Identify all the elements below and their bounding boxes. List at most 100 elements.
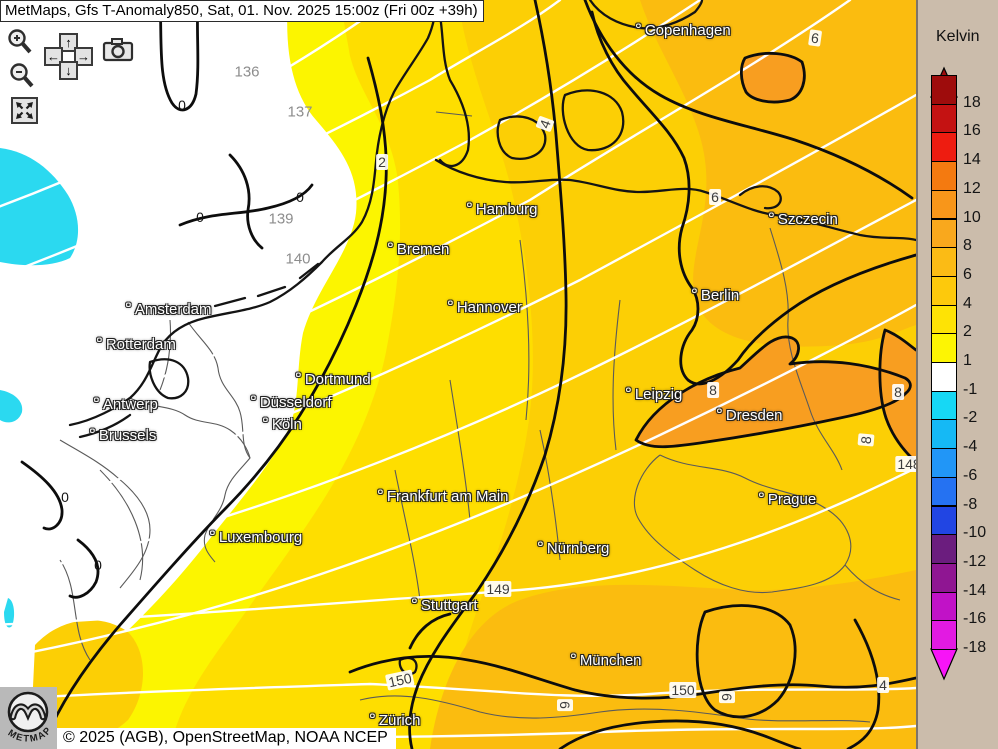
city-marker-icon: °	[716, 405, 723, 424]
city-label: ° Stuttgart	[411, 595, 478, 615]
colorbar-segment	[931, 103, 957, 134]
contour-label: 150	[669, 682, 697, 698]
city-label: ° Antwerp	[93, 394, 158, 414]
city-label: ° Dortmund	[295, 369, 371, 389]
city-name: Antwerp	[102, 396, 158, 413]
colorbar-segment	[931, 247, 957, 277]
city-label: ° Prague	[758, 489, 816, 509]
anomaly-map-canvas	[0, 0, 916, 749]
contour-label: 0	[94, 557, 102, 573]
city-name: Köln	[271, 416, 302, 433]
colorbar-segment	[931, 333, 957, 363]
contour-label: 8	[707, 382, 719, 398]
city-name: Hannover	[456, 299, 522, 316]
colorbar-tick-label: -18	[963, 639, 987, 657]
contour-label: 149	[484, 581, 512, 597]
contour-label: 0	[178, 97, 186, 113]
city-label: ° Szczecin	[768, 209, 838, 229]
colorbar-segment	[931, 218, 957, 249]
city-label: ° Zürich	[369, 710, 421, 730]
city-label: ° München	[570, 650, 642, 670]
colorbar-segment	[931, 75, 957, 105]
zoom-out-button[interactable]	[8, 62, 36, 90]
city-marker-icon: °	[537, 538, 544, 557]
contour-label: 148	[895, 456, 916, 472]
camera-icon	[102, 38, 134, 62]
city-marker-icon: °	[691, 285, 698, 304]
pan-up-button[interactable]: ↑	[59, 33, 78, 52]
magnifier-minus-icon	[10, 63, 34, 88]
city-label: ° Leipzig	[625, 384, 682, 404]
colorbar-arrow-down	[930, 648, 958, 681]
colorbar-segment	[931, 189, 957, 220]
city-name: Dresden	[725, 407, 783, 424]
city-name: München	[579, 652, 642, 669]
city-name: Zürich	[378, 712, 421, 729]
arrow-up-icon: ↑	[65, 35, 72, 50]
colorbar-segment	[931, 448, 957, 478]
city-label: ° Dresden	[716, 405, 783, 425]
colorbar-segment	[931, 476, 957, 507]
contour-label: 6	[709, 189, 721, 205]
arrow-left-icon: ←	[47, 49, 60, 64]
metmaps-logo[interactable]: METMAPS	[0, 679, 57, 749]
city-name: Dortmund	[304, 371, 371, 388]
colorbar-tick-label: 16	[963, 122, 981, 140]
pan-down-button[interactable]: ↓	[59, 61, 78, 80]
snapshot-button[interactable]	[101, 36, 135, 63]
city-marker-icon: °	[635, 20, 642, 39]
city-name: Stuttgart	[420, 597, 478, 614]
map-title: MetMaps, Gfs T-Anomaly850, Sat, 01. Nov.…	[0, 0, 484, 22]
city-marker-icon: °	[369, 710, 376, 729]
city-label: ° Rotterdam	[96, 334, 176, 354]
contour-label: 139	[268, 210, 294, 228]
expand-arrows-icon	[16, 102, 33, 119]
city-marker-icon: °	[758, 489, 765, 508]
colorbar-segment	[931, 132, 957, 163]
city-marker-icon: °	[466, 199, 473, 218]
city-marker-icon: °	[262, 414, 269, 433]
colorbar-tick-label: -14	[963, 581, 987, 599]
city-name: Szczecin	[777, 211, 838, 228]
arrow-down-icon: ↓	[65, 63, 72, 78]
contour-label: 8	[857, 433, 875, 447]
city-label: ° Hamburg	[466, 199, 538, 219]
colorbar-tick-label: -2	[963, 409, 978, 427]
city-marker-icon: °	[250, 392, 257, 411]
colorbar-segment	[931, 591, 957, 622]
city-label: ° Düsseldorf	[250, 392, 332, 412]
colorbar-segment	[931, 304, 957, 335]
metmaps-logo-icon: METMAPS	[0, 679, 53, 745]
colorbar-panel: Kelvin 18 16 14 12 10 8 6 4 2 1 -1 -2 -4 -6 -8 -10 -12 -1…	[916, 0, 998, 749]
city-name: Hamburg	[475, 201, 538, 218]
city-name: Nürnberg	[546, 540, 610, 557]
colorbar-segment	[931, 275, 957, 306]
pan-left-button[interactable]: ←	[44, 47, 63, 66]
weather-map[interactable]: 136137139140000002466888149150150148466 …	[0, 0, 916, 749]
contour-label: 6	[557, 699, 573, 711]
city-name: Bremen	[396, 241, 450, 258]
colorbar-tick-label: -8	[963, 495, 978, 513]
colorbar-segment	[931, 419, 957, 450]
contour-label: 4	[877, 677, 889, 693]
zoom-in-button[interactable]	[6, 28, 34, 56]
city-marker-icon: °	[295, 369, 302, 388]
contour-label: 8	[892, 384, 904, 400]
colorbar-tick-label: -4	[963, 438, 978, 456]
pan-right-button[interactable]: →	[74, 47, 93, 66]
city-marker-icon: °	[625, 384, 632, 403]
city-name: Berlin	[700, 287, 740, 304]
colorbar-tick-label: 18	[963, 93, 981, 111]
city-name: Luxembourg	[218, 529, 303, 546]
fullscreen-button[interactable]	[11, 97, 38, 124]
copyright-text: © 2025 (AGB), OpenStreetMap, NOAA NCEP	[57, 728, 396, 749]
colorbar-tick-label: -16	[963, 610, 987, 628]
city-marker-icon: °	[209, 527, 216, 546]
city-label: ° Hannover	[447, 297, 522, 317]
colorbar-segment	[931, 620, 957, 650]
colorbar-unit-label: Kelvin	[936, 28, 980, 45]
arrow-right-icon: →	[77, 49, 90, 64]
magnifier-plus-icon	[8, 29, 32, 54]
colorbar-segment	[931, 362, 957, 392]
